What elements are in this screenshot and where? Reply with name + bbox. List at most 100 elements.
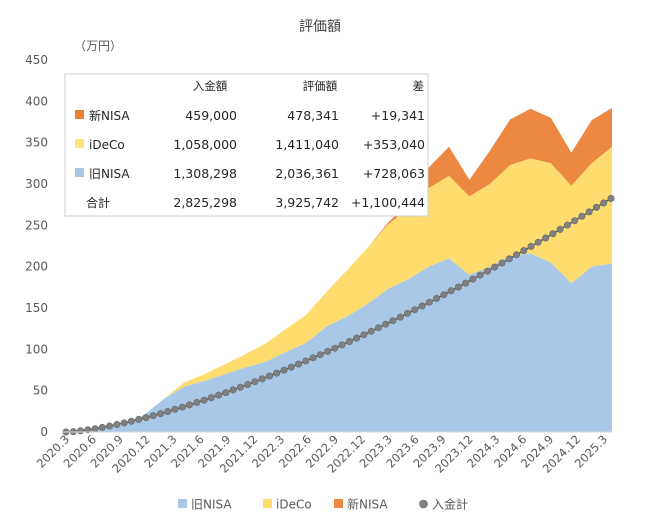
deposit-point — [273, 369, 281, 377]
deposit-point — [164, 407, 172, 415]
deposit-point — [505, 255, 513, 263]
deposit-point — [549, 230, 557, 238]
area-shin-nisa — [62, 107, 612, 433]
deposit-point — [324, 347, 332, 355]
deposit-point — [331, 344, 339, 352]
table-background — [64, 73, 429, 217]
legend-ideco: iDeCo — [276, 498, 312, 512]
table-diff: +728,063 — [363, 166, 425, 181]
legend: 旧NISA iDeCo 新NISA 入金計 — [178, 497, 468, 512]
legend-deposit: 入金計 — [432, 497, 468, 512]
table-diff: +353,040 — [363, 137, 425, 152]
deposit-point — [556, 225, 564, 233]
deposit-point — [374, 324, 382, 332]
deposit-point — [309, 354, 317, 362]
y-tick-label: 200 — [25, 260, 48, 274]
deposit-point — [462, 279, 470, 287]
deposit-point — [360, 331, 368, 339]
table-deposit: 1,058,000 — [173, 137, 237, 152]
y-tick-label: 300 — [25, 177, 48, 191]
table-row-label: iDeCo — [89, 138, 125, 152]
deposit-point — [84, 426, 92, 434]
deposit-point — [215, 391, 223, 399]
deposit-point — [498, 259, 506, 267]
deposit-point — [345, 337, 353, 345]
deposit-point — [142, 414, 150, 422]
deposit-point — [338, 341, 346, 349]
table-swatch — [75, 110, 84, 119]
table-header: 評価額 — [303, 79, 338, 93]
deposit-point — [592, 203, 600, 211]
y-axis-ticks: 0 50 100 150 200 250 300 350 400 450 — [25, 53, 48, 439]
deposit-point — [607, 195, 615, 203]
area-ideco — [62, 146, 612, 433]
deposit-point — [193, 398, 201, 406]
deposit-point — [316, 351, 324, 359]
deposit-point — [483, 267, 491, 275]
y-tick-label: 400 — [25, 94, 48, 108]
deposit-line — [65, 197, 612, 433]
deposit-point — [542, 234, 550, 242]
deposit-point — [302, 357, 310, 365]
table-row-label: 合計 — [86, 195, 110, 210]
legend-kyu-nisa: 旧NISA — [191, 498, 232, 512]
y-tick-label: 450 — [25, 53, 48, 67]
y-tick-label: 50 — [33, 384, 48, 398]
deposit-point — [91, 425, 99, 433]
deposit-point — [425, 298, 433, 306]
deposit-point — [600, 199, 608, 207]
deposit-point — [447, 287, 455, 295]
table-deposit: 1,308,298 — [173, 166, 237, 181]
y-tick-label: 100 — [25, 342, 48, 356]
deposit-point — [120, 419, 128, 427]
deposit-point — [411, 306, 419, 314]
deposit-point — [251, 378, 259, 386]
deposit-point — [236, 383, 244, 391]
deposit-point — [127, 417, 135, 425]
table-header: 差 — [413, 79, 425, 93]
deposit-point — [244, 380, 252, 388]
table-swatch — [75, 168, 84, 177]
legend-shin-nisa: 新NISA — [347, 497, 388, 512]
deposit-point — [258, 375, 266, 383]
deposit-point — [403, 309, 411, 317]
deposit-point — [433, 294, 441, 302]
deposit-point — [265, 372, 273, 380]
y-tick-label: 0 — [40, 425, 48, 439]
table-diff: +1,100,444 — [351, 195, 425, 210]
deposit-point — [98, 423, 106, 431]
deposit-point — [294, 360, 302, 368]
legend-ideco-marker — [263, 499, 272, 508]
table-deposit: 2,825,298 — [173, 195, 237, 210]
deposit-point — [149, 412, 157, 420]
deposit-point — [106, 422, 114, 430]
deposit-point — [563, 221, 571, 229]
area-kyu-nisa — [62, 253, 612, 432]
table-header: 入金額 — [193, 79, 228, 93]
deposit-point — [171, 405, 179, 413]
deposit-point — [512, 251, 520, 259]
y-tick-label: 350 — [25, 136, 48, 150]
deposit-point — [135, 415, 143, 423]
legend-shin-nisa-marker — [334, 499, 343, 508]
deposit-point — [77, 427, 85, 435]
deposit-point — [476, 271, 484, 279]
deposit-point — [418, 302, 426, 310]
table-deposit: 459,000 — [185, 108, 237, 123]
deposit-point — [367, 327, 375, 335]
table-row-label: 旧NISA — [89, 167, 130, 181]
legend-kyu-nisa-marker — [178, 499, 187, 508]
y-axis-label: （万円） — [74, 39, 122, 53]
deposit-point — [200, 396, 208, 404]
deposit-point — [229, 386, 237, 394]
deposit-point — [396, 313, 404, 321]
deposit-point — [469, 275, 477, 283]
deposit-point — [287, 363, 295, 371]
deposit-point — [178, 403, 186, 411]
deposit-point — [353, 334, 361, 342]
deposit-point — [207, 394, 215, 402]
deposit-point — [382, 320, 390, 328]
table-diff: +19,341 — [371, 108, 425, 123]
table-value: 1,411,040 — [275, 137, 339, 152]
